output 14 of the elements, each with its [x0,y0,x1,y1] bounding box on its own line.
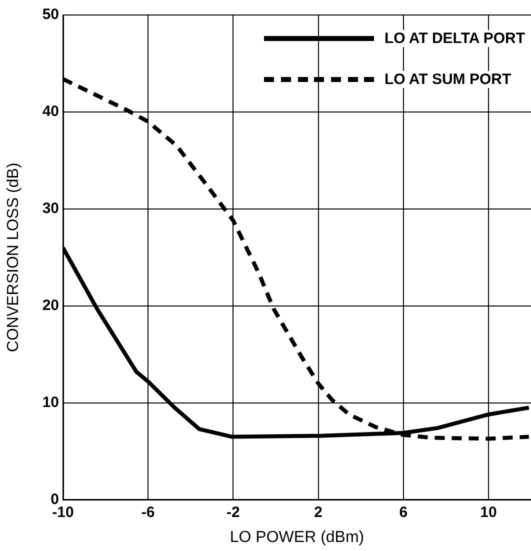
legend-label: LO AT DELTA PORT [384,30,525,47]
y-tick-label: 20 [42,297,59,314]
x-tick-label: -6 [141,504,155,521]
y-tick-label: 30 [42,200,59,218]
y-tick-label: 40 [42,103,59,120]
x-tick-label: 6 [399,504,408,521]
y-tick-label: 50 [42,6,59,24]
y-tick-label: 10 [42,394,59,411]
x-tick-label: 2 [314,504,322,521]
x-axis-title: LO POWER (dBm) [230,528,364,546]
y-axis-title: CONVERSION LOSS (dB) [5,162,22,352]
x-tick-label: -2 [226,504,240,521]
legend-label: LO AT SUM PORT [384,71,512,88]
x-tick-label: 10 [480,504,497,521]
